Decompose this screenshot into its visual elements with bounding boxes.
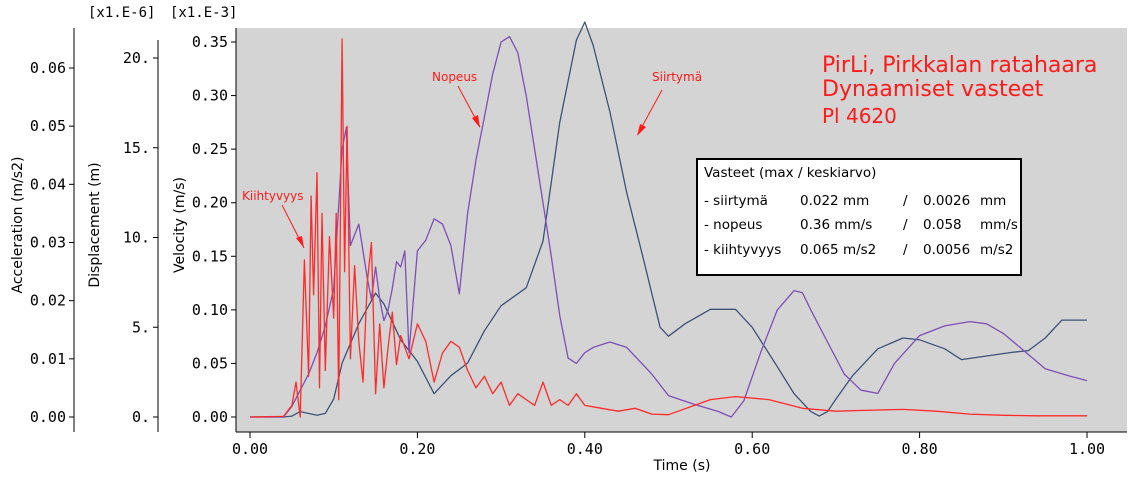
velocity-tick-label: 0.15	[192, 247, 228, 265]
chart-title-line-2: Dynaamiset vasteet	[822, 77, 1044, 102]
velocity-tick-label: 0.30	[192, 87, 228, 105]
summary-row-separator: /	[903, 217, 908, 233]
summary-row-max: 0.022 mm	[800, 193, 869, 209]
summary-row-unit: mm/s	[980, 217, 1018, 233]
summary-row-label: - nopeus	[704, 217, 762, 233]
summary-row-separator: /	[903, 193, 908, 209]
series-line-nopeus	[250, 35, 1088, 418]
summary-row-label: - siirtymä	[704, 193, 768, 209]
acceleration-tick-label: 0.02	[30, 292, 66, 310]
x-tick-label: 0.40	[567, 440, 603, 458]
displacement-axis-label: Displacement (m)	[87, 162, 103, 287]
x-tick-label: 1.00	[1069, 440, 1105, 458]
annotation-kiihtyvyys: Kiihtyvyys	[242, 189, 305, 249]
displacement-tick-label: 15.	[123, 139, 150, 157]
displacement-tick-label: 5.	[132, 318, 150, 336]
velocity-tick-label: 0.20	[192, 194, 228, 212]
velocity-scale-label: [x1.E-3]	[170, 5, 237, 21]
x-tick-label: 0.60	[734, 440, 770, 458]
annotation-kiihtyvyys-label: Kiihtyvyys	[242, 189, 304, 203]
summary-row-mean: 0.0026	[923, 193, 970, 209]
summary-row-max: 0.36 mm/s	[800, 217, 872, 233]
acceleration-tick-label: 0.05	[30, 117, 66, 135]
annotation-nopeus-label: Nopeus	[432, 70, 477, 84]
summary-table-box	[696, 158, 1022, 276]
summary-row-unit: mm	[980, 193, 1006, 209]
velocity-tick-label: 0.25	[192, 140, 228, 158]
summary-row-label: - kiihtyvyys	[704, 242, 781, 258]
annotation-nopeus: Nopeus	[432, 70, 481, 128]
velocity-tick-label: 0.00	[192, 408, 228, 426]
acceleration-tick-label: 0.01	[30, 350, 66, 368]
x-tick-label: 0.80	[902, 440, 938, 458]
annotation-siirtyma: Siirtymä	[637, 70, 702, 136]
summary-row-unit: m/s2	[980, 242, 1013, 258]
summary-row-mean: 0.0056	[923, 242, 970, 258]
acceleration-tick-label: 0.00	[30, 408, 66, 426]
displacement-tick-label: 0.	[132, 408, 150, 426]
velocity-tick-label: 0.10	[192, 301, 228, 319]
annotation-kiihtyvyys-arrowhead-icon	[296, 236, 304, 248]
series-line-siirtym	[250, 21, 1087, 418]
displacement-scale-label: [x1.E-6]	[88, 5, 155, 21]
annotation-nopeus-arrowhead-icon	[472, 115, 480, 128]
displacement-tick-label: 10.	[123, 229, 150, 247]
velocity-tick-label: 0.05	[192, 354, 228, 372]
annotation-siirtyma-arrowhead-icon	[637, 124, 646, 136]
chart-title-line-1: PirLi, Pirkkalan ratahaara	[822, 53, 1097, 78]
acceleration-tick-label: 0.04	[30, 175, 66, 193]
annotation-siirtyma-label: Siirtymä	[652, 70, 702, 84]
acceleration-tick-label: 0.03	[30, 234, 66, 252]
x-axis-label: Time (s)	[653, 458, 711, 474]
x-tick-label: 0.20	[399, 440, 435, 458]
x-tick-label: 0.00	[232, 440, 268, 458]
series-line-kiihtyvyys	[249, 38, 1087, 418]
velocity-tick-label: 0.35	[192, 33, 228, 51]
summary-row-max: 0.065 m/s2	[800, 242, 876, 258]
summary-table-header: Vasteet (max / keskiarvo)	[704, 165, 876, 181]
displacement-tick-label: 20.	[123, 49, 150, 67]
acceleration-axis-label: Acceleration (m/s2)	[10, 157, 26, 294]
summary-row-mean: 0.058	[923, 217, 962, 233]
velocity-axis-label: Velocity (m/s)	[172, 177, 188, 273]
acceleration-tick-label: 0.06	[30, 59, 66, 77]
chart-title-line-3: Pl 4620	[822, 104, 897, 128]
summary-table: Vasteet (max / keskiarvo) - siirtymä 0.0…	[696, 158, 1022, 276]
summary-row-separator: /	[903, 242, 908, 258]
